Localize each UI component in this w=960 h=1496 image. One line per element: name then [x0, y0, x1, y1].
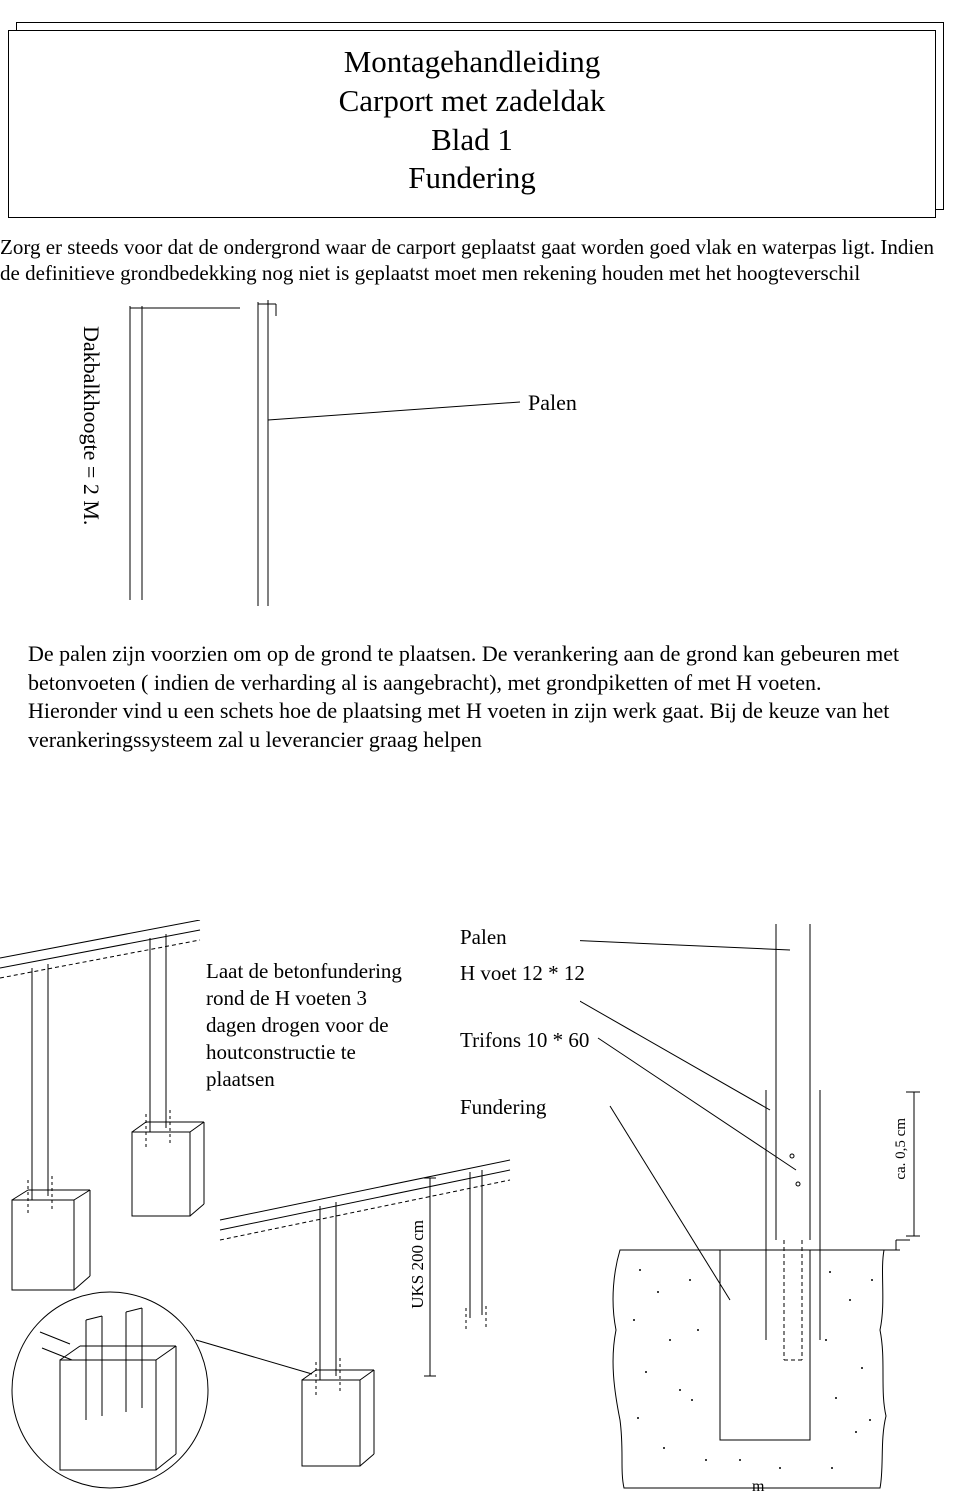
fragment-m: m: [752, 1478, 764, 1496]
title-line-3: Blad 1: [9, 121, 935, 160]
label-fundering: Fundering: [460, 1095, 546, 1120]
body-paragraph-2: De palen zijn voorzien om op de grond te…: [28, 640, 908, 754]
intro-paragraph: Zorg er steeds voor dat de ondergrond wa…: [0, 234, 958, 287]
label-palen-fig3: Palen: [460, 925, 507, 950]
label-hvoet: H voet 12 * 12: [460, 960, 590, 986]
title-line-4: Fundering: [9, 159, 935, 198]
label-palen-fig1: Palen: [528, 390, 577, 416]
label-uks-200cm: UKS 200 cm: [408, 1220, 428, 1309]
label-trifons: Trifons 10 * 60: [460, 1028, 589, 1053]
title-line-2: Carport met zadeldak: [9, 82, 935, 121]
note-beton-drogen: Laat de betonfundering rond de H voeten …: [206, 958, 416, 1092]
label-dakbalkhoogte: Dakbalkhoogte = 2 M.: [78, 326, 104, 525]
title-line-1: Montagehandleiding: [9, 43, 935, 82]
figure-foundation-section: [580, 920, 950, 1490]
figure-pole-height: [70, 300, 690, 610]
label-ca-05cm: ca. 0,5 cm: [893, 1118, 910, 1180]
title-frame-front: Montagehandleiding Carport met zadeldak …: [8, 30, 936, 218]
